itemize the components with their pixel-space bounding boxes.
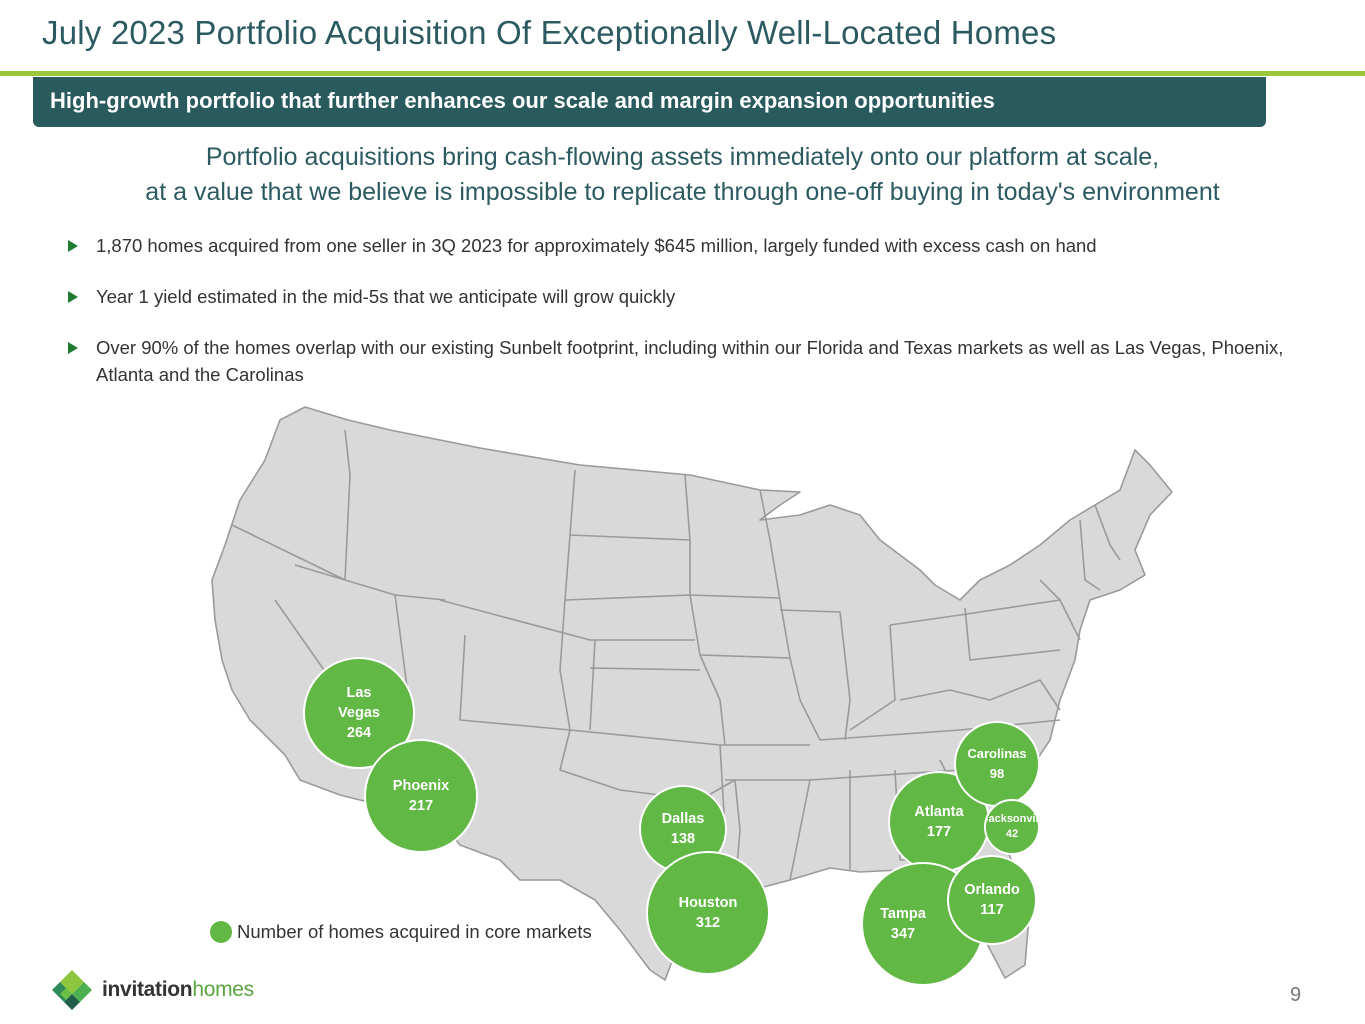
map-legend: Number of homes acquired in core markets xyxy=(210,921,592,943)
market-bubble-las-vegas: Las Vegas 264 xyxy=(303,657,415,769)
bullet-text: Over 90% of the homes overlap with our e… xyxy=(96,337,1284,385)
market-bubble-orlando: Orlando 117 xyxy=(947,855,1037,945)
market-name: Atlanta xyxy=(914,804,964,820)
triangle-bullet-icon xyxy=(68,291,78,303)
bullet-list: 1,870 homes acquired from one seller in … xyxy=(66,232,1306,412)
market-homes: 264 xyxy=(346,725,372,741)
bullet-text: Year 1 yield estimated in the mid-5s tha… xyxy=(96,286,676,307)
market-name: Vegas xyxy=(338,705,380,721)
market-name: Tampa xyxy=(880,906,926,922)
market-name: Dallas xyxy=(661,811,705,827)
market-homes: 117 xyxy=(980,902,1004,918)
market-name: Orlando xyxy=(964,882,1020,898)
page-title: July 2023 Portfolio Acquisition Of Excep… xyxy=(42,14,1057,51)
market-homes: 217 xyxy=(408,798,434,814)
market-name: Las xyxy=(346,685,372,701)
bullet-item: 1,870 homes acquired from one seller in … xyxy=(66,232,1306,259)
title-underline xyxy=(0,71,1365,76)
market-name: Jacksonvill xyxy=(984,813,1040,825)
bullet-item: Over 90% of the homes overlap with our e… xyxy=(66,334,1306,388)
logo-wordmark-invitation: invitation xyxy=(102,978,193,1001)
headline-line-1: Portfolio acquisitions bring cash-flowin… xyxy=(205,143,1160,171)
headline-line-2: at a value that we believe is impossible… xyxy=(145,178,1220,206)
legend-text: Number of homes acquired in core markets xyxy=(237,921,592,942)
section-banner: High-growth portfolio that further enhan… xyxy=(33,77,1266,127)
market-name: Houston xyxy=(678,895,738,911)
legend-bubble-icon xyxy=(210,921,232,943)
market-bubble-jacksonville: Jacksonvill 42 xyxy=(984,799,1040,855)
market-homes: 347 xyxy=(890,926,916,942)
market-name: Phoenix xyxy=(392,778,450,794)
market-homes: 98 xyxy=(989,766,1005,781)
logo-mark-icon xyxy=(52,970,92,1010)
market-homes: 138 xyxy=(670,831,696,847)
triangle-bullet-icon xyxy=(68,342,78,354)
bullet-text: 1,870 homes acquired from one seller in … xyxy=(96,235,1097,256)
market-bubble-phoenix: Phoenix 217 xyxy=(364,739,478,853)
market-homes: 177 xyxy=(926,824,952,840)
banner-text: High-growth portfolio that further enhan… xyxy=(50,88,995,113)
bullet-item: Year 1 yield estimated in the mid-5s tha… xyxy=(66,283,1306,310)
logo-wordmark-homes: homes xyxy=(192,978,254,1001)
market-homes: 42 xyxy=(1005,828,1019,840)
company-logo: invitation homes xyxy=(50,968,254,1012)
market-homes: 312 xyxy=(695,915,721,931)
headline: Portfolio acquisitions bring cash-flowin… xyxy=(0,140,1365,210)
market-bubble-houston: Houston 312 xyxy=(646,851,770,975)
page-number: 9 xyxy=(1290,984,1302,1006)
triangle-bullet-icon xyxy=(68,240,78,252)
market-bubble-carolinas: Carolinas 98 xyxy=(954,721,1040,807)
market-name: Carolinas xyxy=(967,746,1027,761)
